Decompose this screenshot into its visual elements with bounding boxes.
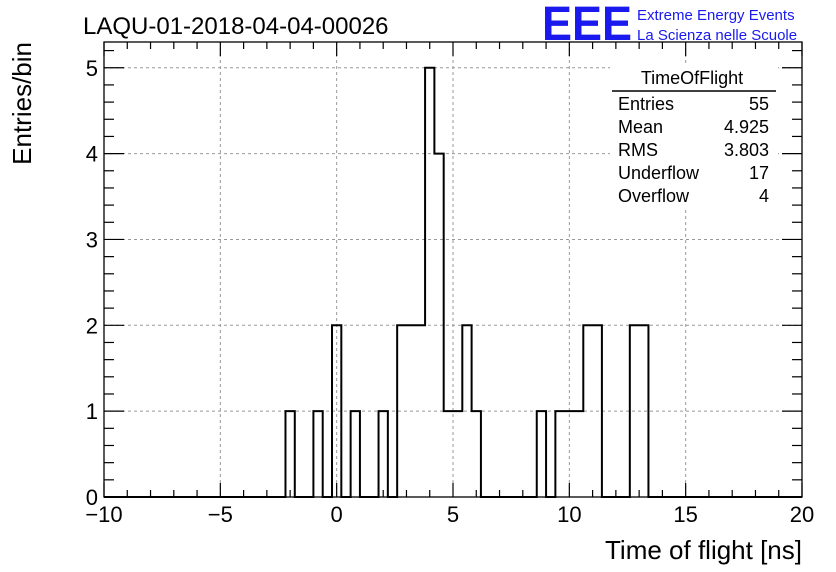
x-tick-label: −5: [208, 502, 233, 527]
y-tick-label: 5: [86, 56, 98, 81]
x-axis-title: Time of flight [ns]: [605, 535, 802, 565]
stats-row-label: Mean: [618, 117, 663, 137]
stats-box-title: TimeOfFlight: [641, 68, 743, 88]
histogram-bin: [351, 411, 360, 497]
axis-ticks: [103, 42, 803, 498]
histogram-bin: [472, 411, 481, 497]
histogram-bin: [537, 411, 546, 497]
eee-line1: Extreme Energy Events: [637, 7, 795, 24]
stats-box-background: [610, 66, 778, 210]
eee-logo: EEE Extreme Energy Events La Scienza nel…: [542, 0, 797, 51]
stats-row-value: 3.803: [724, 140, 769, 160]
histogram-bin: [444, 411, 453, 497]
eee-logo-text: EEE: [542, 0, 632, 51]
histogram-bin: [379, 411, 388, 497]
stats-row-value: 4: [759, 186, 769, 206]
x-tick-label: 5: [447, 502, 459, 527]
y-tick-label: 1: [86, 399, 98, 424]
y-tick-label: 0: [86, 485, 98, 510]
stats-row-label: Entries: [618, 94, 674, 114]
grid-lines: [104, 42, 802, 497]
y-tick-label: 4: [86, 142, 98, 167]
eee-line2: La Scienza nelle Scuole: [637, 27, 797, 44]
stats-row-label: Underflow: [618, 163, 700, 183]
x-tick-label: 15: [673, 502, 697, 527]
histogram-bin: [285, 411, 294, 497]
y-tick-label: 2: [86, 313, 98, 338]
stats-row-label: Overflow: [618, 186, 690, 206]
chart-title: LAQU-01-2018-04-04-00026: [83, 13, 389, 40]
x-tick-label: −10: [85, 502, 122, 527]
histogram-bin: [453, 411, 462, 497]
histogram-bin: [425, 68, 434, 497]
y-tick-labels: 0 1 2 3 4 5: [86, 56, 98, 510]
histogram-bin: [313, 411, 322, 497]
x-tick-labels: −10 −5 0 5 10 15 20: [85, 502, 814, 527]
histogram-bin: [574, 411, 583, 497]
y-tick-label: 3: [86, 227, 98, 252]
stats-box: TimeOfFlight Entries 55 Mean 4.925 RMS 3.803 U…: [610, 66, 778, 210]
stats-row-label: RMS: [618, 140, 658, 160]
x-tick-label: 20: [790, 502, 814, 527]
x-tick-label: 0: [331, 502, 343, 527]
stats-row-value: 55: [749, 94, 769, 114]
y-axis-title: Entries/bin: [7, 42, 37, 165]
stats-row-value: 17: [749, 163, 769, 183]
x-tick-label: 10: [557, 502, 581, 527]
histogram-bin: [555, 411, 564, 497]
histogram-bins: [285, 68, 648, 497]
stats-rows: Entries 55 Mean 4.925 RMS 3.803 Underflow 17 Ove…: [618, 94, 769, 206]
histogram-outline: [104, 66, 802, 498]
stats-row-value: 4.925: [724, 117, 769, 137]
